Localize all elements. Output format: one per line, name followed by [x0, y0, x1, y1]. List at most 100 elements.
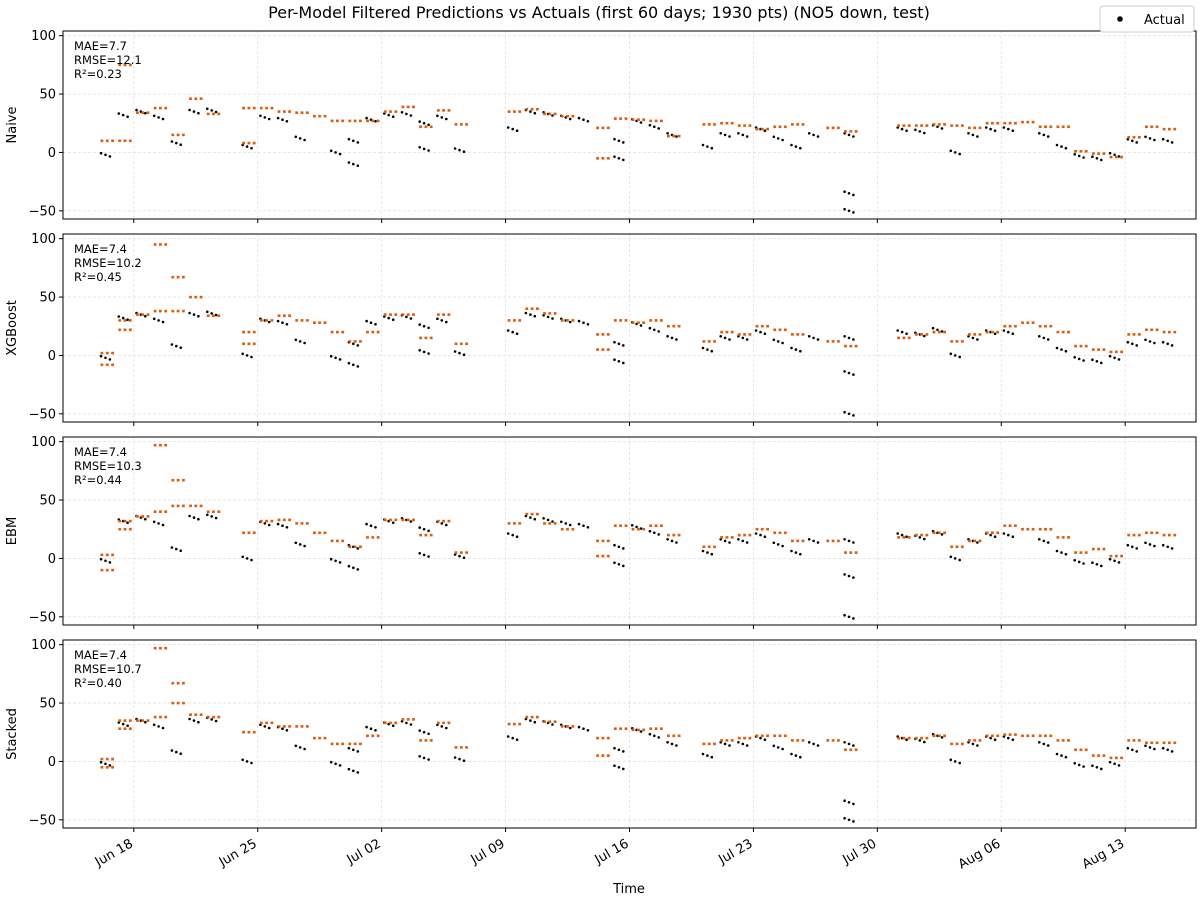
prediction-point — [530, 512, 534, 516]
actual-point — [1148, 746, 1152, 749]
prediction-point — [153, 243, 157, 246]
y-tick-label: 0 — [48, 755, 56, 770]
prediction-point — [773, 125, 777, 129]
prediction-point — [1008, 121, 1012, 125]
actual-point — [613, 137, 616, 141]
prediction-point — [513, 319, 516, 322]
prediction-point — [902, 736, 906, 740]
prediction-point — [1026, 321, 1030, 324]
prediction-point — [991, 734, 994, 738]
actual-point — [577, 116, 581, 120]
actual-point — [157, 725, 160, 728]
prediction-point — [1097, 348, 1100, 351]
actual-point — [104, 356, 107, 360]
prediction-point — [1145, 328, 1148, 332]
prediction-point — [348, 340, 352, 343]
prediction-point — [1026, 527, 1030, 531]
prediction-point — [118, 139, 122, 143]
prediction-point — [702, 545, 706, 549]
prediction-point — [796, 123, 800, 126]
actual-point — [790, 143, 793, 147]
actual-point — [188, 717, 191, 721]
prediction-point — [1091, 547, 1095, 551]
actual-point — [374, 526, 377, 529]
prediction-point — [507, 110, 511, 113]
actual-point — [551, 114, 554, 117]
actual-point — [763, 738, 767, 741]
prediction-point — [737, 533, 741, 537]
prediction-point — [359, 340, 362, 343]
prediction-point — [702, 123, 706, 126]
prediction-point — [560, 114, 564, 118]
actual-point — [405, 112, 408, 116]
actual-point — [334, 151, 337, 154]
gridlines — [63, 437, 1196, 625]
y-tick-label: −50 — [29, 407, 56, 422]
prediction-point — [755, 324, 759, 328]
prediction-point — [601, 126, 605, 130]
prediction-point — [164, 715, 168, 719]
actual-point — [422, 121, 426, 125]
actual-point — [976, 541, 979, 544]
prediction-point — [199, 713, 203, 716]
actual-point — [852, 135, 855, 138]
prediction-point — [371, 536, 375, 539]
actual-point — [400, 111, 404, 114]
prediction-point — [1074, 551, 1077, 554]
actual-point — [737, 741, 740, 744]
actual-point — [245, 354, 249, 357]
x-tick-label: Aug 06 — [956, 836, 1003, 872]
actual-point — [352, 363, 355, 367]
prediction-point — [778, 531, 782, 535]
prediction-point — [182, 701, 185, 705]
prediction-point — [1067, 739, 1070, 742]
actual-point — [436, 114, 439, 118]
axes-frame — [62, 436, 1197, 626]
actual-point — [852, 820, 855, 823]
actual-point — [285, 323, 289, 326]
actual-point — [515, 332, 519, 336]
prediction-point — [429, 533, 433, 537]
prediction-point — [973, 333, 977, 336]
prediction-point — [1109, 554, 1113, 558]
actual-point — [763, 332, 767, 336]
prediction-point — [1114, 554, 1118, 558]
actual-point — [896, 329, 899, 332]
prediction-point — [619, 117, 622, 120]
prediction-point — [1074, 150, 1077, 153]
actual-point — [1135, 750, 1138, 753]
prediction-point — [123, 139, 127, 143]
actual-point — [352, 162, 355, 166]
actual-point — [586, 526, 590, 529]
prediction-point — [1014, 733, 1017, 736]
actual-point — [1113, 356, 1116, 360]
actual-point — [816, 541, 820, 544]
prediction-point — [1061, 536, 1065, 539]
prediction-point — [854, 748, 858, 752]
actual-point — [843, 799, 846, 802]
prediction-point — [336, 330, 339, 334]
actual-point — [772, 338, 776, 342]
axes-frame — [62, 30, 1197, 220]
prediction-point — [937, 734, 941, 738]
y-tick-label: 100 — [31, 232, 56, 247]
prediction-point — [955, 124, 959, 127]
actual-point — [179, 549, 182, 552]
prediction-point — [914, 533, 918, 537]
actual-point — [144, 314, 147, 318]
actual-point — [728, 744, 731, 747]
prediction-point — [748, 333, 752, 336]
prediction-point — [164, 510, 168, 513]
actual-point — [445, 726, 448, 730]
actual-point — [812, 539, 815, 543]
actual-point — [365, 725, 368, 729]
prediction-point — [164, 243, 168, 246]
prediction-point — [305, 111, 309, 114]
actual-point — [276, 522, 280, 526]
prediction-point — [128, 319, 132, 322]
prediction-point — [601, 539, 605, 543]
prediction-point — [199, 295, 203, 299]
actual-point — [170, 140, 174, 143]
prediction-point — [907, 736, 911, 740]
actual-point — [1046, 541, 1050, 544]
